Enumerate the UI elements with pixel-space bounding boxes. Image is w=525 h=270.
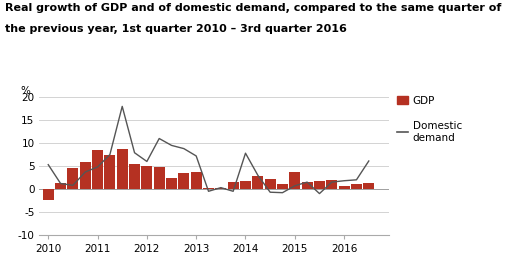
Bar: [55, 184, 66, 189]
Bar: [68, 168, 78, 189]
Bar: [314, 181, 325, 189]
Bar: [80, 162, 91, 189]
Bar: [265, 179, 276, 189]
Bar: [240, 181, 251, 189]
Bar: [117, 148, 128, 189]
Bar: [191, 172, 202, 189]
Bar: [327, 180, 337, 189]
Bar: [302, 182, 312, 189]
Text: Real growth of GDP and of domestic demand, compared to the same quarter of: Real growth of GDP and of domestic deman…: [5, 3, 501, 13]
Bar: [253, 176, 263, 189]
Bar: [215, 188, 226, 189]
Bar: [277, 184, 288, 189]
Bar: [289, 172, 300, 189]
Bar: [363, 184, 374, 189]
Bar: [129, 164, 140, 189]
Bar: [178, 173, 190, 189]
Bar: [92, 150, 103, 189]
Bar: [203, 188, 214, 189]
Bar: [43, 189, 54, 200]
Bar: [104, 154, 116, 189]
Bar: [141, 166, 152, 189]
Bar: [351, 184, 362, 189]
Text: %: %: [20, 86, 30, 96]
Bar: [228, 182, 238, 189]
Legend: GDP, Domestic
demand: GDP, Domestic demand: [397, 96, 462, 143]
Bar: [339, 186, 350, 189]
Text: the previous year, 1st quarter 2010 – 3rd quarter 2016: the previous year, 1st quarter 2010 – 3r…: [5, 24, 347, 34]
Bar: [154, 167, 165, 189]
Bar: [166, 178, 177, 189]
